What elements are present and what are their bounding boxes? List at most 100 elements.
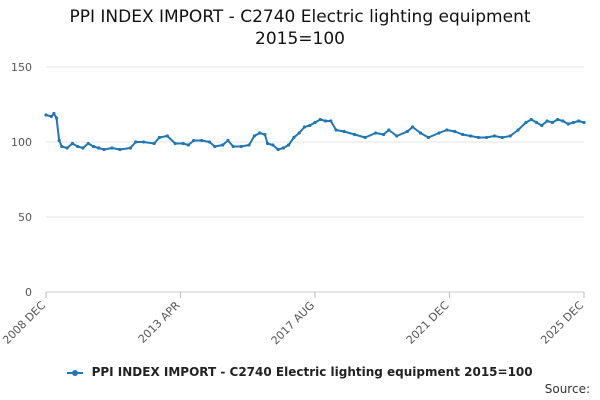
data-point [476, 135, 481, 140]
data-point [265, 141, 270, 146]
x-tick-label: 2013 APR [136, 299, 183, 346]
data-point [313, 120, 317, 125]
data-point [263, 132, 267, 137]
data-point [577, 119, 581, 123]
data-point [405, 129, 409, 134]
data-point [516, 128, 520, 132]
data-point [297, 131, 301, 135]
data-point [186, 143, 191, 147]
data-point [192, 138, 196, 143]
data-point [57, 138, 61, 143]
data-point [231, 144, 235, 149]
data-point [65, 146, 69, 150]
legend-series-marker [67, 368, 84, 378]
data-point [54, 116, 59, 120]
x-tick-label: 2021 DEC [404, 299, 452, 347]
data-point [352, 132, 357, 137]
data-point [381, 132, 386, 137]
data-point [363, 135, 367, 140]
data-point [561, 119, 565, 123]
data-point [207, 140, 212, 144]
data-point [342, 129, 346, 134]
data-point [545, 119, 549, 123]
data-point [81, 146, 85, 150]
data-point [461, 132, 465, 137]
data-point [226, 138, 230, 143]
data-point [468, 134, 473, 138]
data-point [550, 120, 554, 125]
data-point [508, 134, 512, 138]
data-point [97, 146, 101, 150]
y-tick-label: 150 [11, 61, 32, 74]
data-point [318, 117, 322, 122]
data-point [571, 120, 576, 125]
data-point [173, 141, 177, 146]
chart-title: PPI INDEX IMPORT - C2740 Electric lighti… [69, 7, 531, 27]
data-point [60, 144, 64, 149]
data-point [118, 147, 122, 152]
data-point [86, 141, 90, 146]
x-tick-label: 2017 AUG [269, 299, 318, 348]
data-point [271, 143, 275, 147]
data-point [437, 131, 441, 135]
data-point [302, 125, 307, 129]
data-point [252, 134, 256, 138]
data-point [524, 120, 528, 125]
data-point [110, 146, 114, 150]
data-point [492, 134, 496, 138]
data-point [76, 144, 80, 149]
data-point [540, 123, 544, 128]
y-tick-label: 100 [11, 136, 32, 149]
data-point [500, 135, 504, 140]
data-point [239, 144, 243, 149]
data-point [258, 131, 262, 135]
data-point [292, 135, 296, 140]
data-point [329, 119, 333, 123]
data-point [529, 117, 533, 122]
data-point [102, 147, 106, 152]
legend-series-label: PPI INDEX IMPORT - C2740 Electric lighti… [91, 365, 533, 379]
data-point [281, 146, 285, 150]
data-point [247, 143, 251, 147]
data-point [165, 134, 169, 138]
data-point [141, 140, 146, 144]
data-point [453, 129, 457, 134]
data-point [426, 135, 431, 140]
y-tick-label: 50 [18, 211, 32, 224]
data-point [484, 135, 489, 140]
data-point [566, 122, 570, 126]
data-point [418, 131, 423, 135]
legend[interactable]: PPI INDEX IMPORT - C2740 Electric lighti… [0, 365, 600, 379]
data-point [410, 125, 415, 129]
data-point [445, 128, 449, 132]
data-point [387, 128, 391, 132]
y-tick-label: 0 [25, 286, 32, 299]
x-tick-label: 2008 DEC [0, 299, 48, 347]
data-point [323, 119, 328, 123]
data-point [582, 120, 586, 125]
data-point [181, 141, 185, 146]
data-point [157, 135, 162, 140]
chart-subtitle: 2015=100 [255, 29, 345, 49]
data-point [199, 138, 204, 143]
data-point [152, 141, 156, 146]
data-point [276, 147, 280, 152]
data-point [287, 143, 291, 147]
data-point [221, 143, 225, 147]
data-point [128, 146, 132, 150]
data-point [374, 131, 378, 135]
data-point [91, 144, 96, 149]
data-point [556, 117, 560, 122]
source-label: Source: [544, 382, 590, 396]
data-point [534, 120, 539, 125]
chart-title-block: PPI INDEX IMPORT - C2740 Electric lighti… [0, 6, 600, 50]
x-tick-label: 2025 DEC [538, 299, 586, 347]
data-point [134, 140, 138, 144]
data-point [334, 128, 338, 132]
data-point [49, 114, 53, 119]
data-point [70, 141, 74, 146]
series-line [45, 112, 585, 151]
data-point [44, 113, 48, 117]
data-point [308, 123, 312, 128]
